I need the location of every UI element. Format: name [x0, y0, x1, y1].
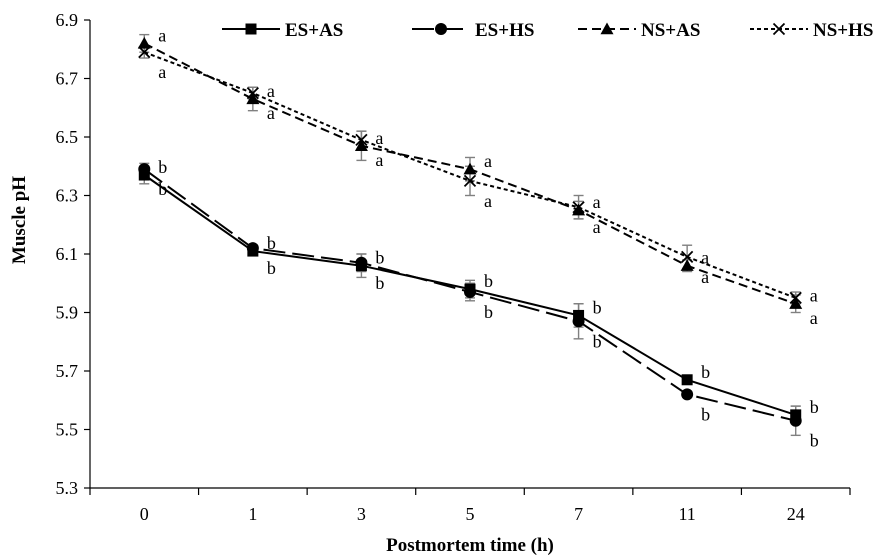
circle-marker [138, 163, 151, 176]
y-tick-label: 6.9 [56, 10, 79, 30]
y-tick-label: 6.3 [56, 186, 79, 206]
x-tick-label: 3 [357, 504, 366, 524]
y-tick-label: 6.5 [56, 127, 79, 147]
circle-marker [789, 414, 802, 427]
triangle-marker [600, 22, 614, 35]
cross-marker [355, 133, 368, 147]
y-tick-label: 5.5 [56, 420, 79, 440]
legend-label: ES+HS [475, 20, 534, 41]
significance-letter: b [267, 258, 276, 278]
triangle-marker [137, 36, 151, 49]
triangle-marker [246, 92, 260, 105]
significance-letter: b [158, 179, 167, 199]
y-tick-label: 5.7 [56, 361, 79, 381]
x-tick-label: 24 [787, 504, 805, 524]
significance-letter: a [484, 151, 492, 171]
significance-letter: a [375, 128, 383, 148]
significance-letter: a [593, 192, 601, 212]
y-axis-title: Muscle pH [9, 176, 30, 264]
x-tick-label: 11 [678, 504, 695, 524]
axes: 5.3 5.5 5.7 5.9 6.1 6.3 6.5 6.7 6.9 0 1 3 5 7 11 24 [56, 10, 851, 524]
triangle-marker [463, 162, 477, 175]
cross-marker [772, 22, 786, 36]
cross-marker [138, 46, 151, 59]
x-tick-label: 7 [574, 504, 583, 524]
square-marker [245, 23, 257, 35]
significance-letter: b [484, 302, 493, 322]
circle-marker [246, 242, 259, 255]
y-tick-label: 6.7 [56, 69, 79, 89]
cross-marker [681, 250, 694, 264]
cross-marker [572, 201, 585, 214]
legend-label: NS+AS [641, 20, 700, 41]
significance-letter: b [267, 233, 276, 253]
square-marker [681, 374, 693, 386]
significance-letter: a [810, 308, 818, 328]
significance-letter: a [267, 81, 275, 101]
significance-letter: a [375, 150, 383, 170]
significance-letter: a [701, 248, 709, 268]
cross-marker [463, 174, 477, 188]
significance-letter: b [593, 297, 602, 317]
significance-letter: b [810, 397, 819, 417]
legend-label: ES+AS [285, 20, 343, 41]
y-tick-label: 5.9 [56, 303, 79, 323]
triangle-marker [789, 297, 803, 309]
significance-letter: a [158, 25, 166, 45]
circle-marker [464, 286, 476, 299]
series-lines [143, 42, 797, 422]
x-tick-label: 0 [140, 504, 149, 524]
cross-marker [789, 291, 802, 305]
y-tick-label: 5.3 [56, 478, 79, 498]
significance-letter: b [810, 431, 819, 451]
cross-marker [246, 86, 259, 100]
series-markers [137, 36, 803, 427]
significance-letter: a [158, 62, 166, 82]
significance-letter: a [810, 286, 818, 306]
circle-marker [572, 315, 585, 328]
significance-letter: b [701, 362, 710, 382]
significance-letter: b [375, 273, 384, 293]
significance-letter: a [593, 217, 601, 237]
triangle-marker [354, 139, 368, 151]
triangle-marker [680, 259, 694, 271]
circle-marker [435, 23, 447, 35]
legend-label: NS+HS [813, 20, 873, 41]
x-axis-title: Postmortem time (h) [386, 535, 554, 555]
y-tick-label: 6.1 [56, 244, 79, 264]
significance-letter: a [267, 103, 275, 123]
significance-letter: b [158, 157, 167, 177]
significance-letter: b [484, 271, 493, 291]
circle-marker [681, 388, 694, 401]
circle-marker [355, 256, 368, 269]
significance-letter: b [701, 404, 710, 424]
significance-letter: a [484, 191, 492, 211]
significance-letter: a [701, 267, 709, 287]
x-tick-label: 1 [248, 504, 257, 524]
x-tick-label: 5 [466, 504, 475, 524]
legend: ES+AS ES+HS NS+AS NS+HS [222, 20, 873, 41]
triangle-marker [572, 203, 586, 216]
significance-letter: b [593, 331, 602, 351]
significance-letter: b [375, 248, 384, 268]
